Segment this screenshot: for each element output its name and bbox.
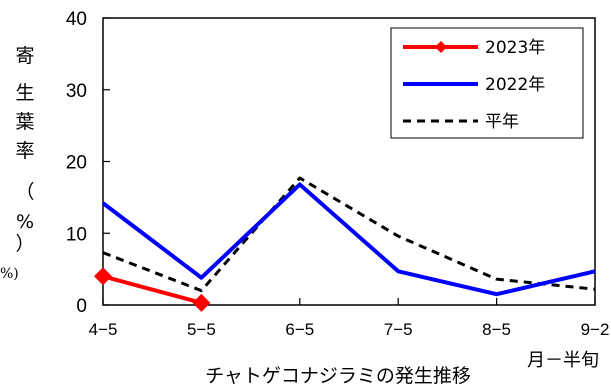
data-point-marker [192,293,211,312]
x-tick-label: 9−2 [581,320,610,339]
x-tick-label: 7−5 [384,320,413,339]
edge-label: %) [0,266,19,282]
x-tick-label: 4−5 [89,320,118,339]
x-tick-label: 6−5 [285,320,314,339]
x-tick-label: 5−5 [187,320,216,339]
x-tick-label: 8−5 [482,320,511,339]
legend-label: 平年 [485,112,519,132]
y-tick-label: 40 [66,9,87,30]
legend-marker [435,41,447,53]
y-tick-label: 30 [66,81,87,102]
y-label-char: 寄 [15,45,34,67]
series-line-2022 [101,182,596,297]
y-tick-label: 0 [76,296,87,317]
y-label-char: 率 [15,140,34,162]
y-label-char: % [16,211,34,233]
x-axis-label: 月－半旬 [527,350,599,371]
chart-title: チャトゲコナジラミの発生推移 [205,365,471,387]
legend-label: 2023年 [485,38,545,58]
series-line-2023 [102,274,202,305]
y-label-char: ） [15,233,34,255]
y-label-char: 生 [15,82,34,104]
y-label-char: （ [15,181,34,203]
data-point-marker [94,267,112,286]
series-line-average [102,176,596,293]
legend-label: 2022年 [485,75,545,95]
series-layer [94,176,596,312]
x-axis: 4−5 5−5 6−5 7−5 8−5 9−2 [89,298,610,339]
y-tick-label: 20 [66,153,87,174]
y-label-char: 葉 [15,111,34,133]
y-tick-label: 10 [66,224,87,245]
y-axis: 0 10 20 30 40 [66,9,110,317]
